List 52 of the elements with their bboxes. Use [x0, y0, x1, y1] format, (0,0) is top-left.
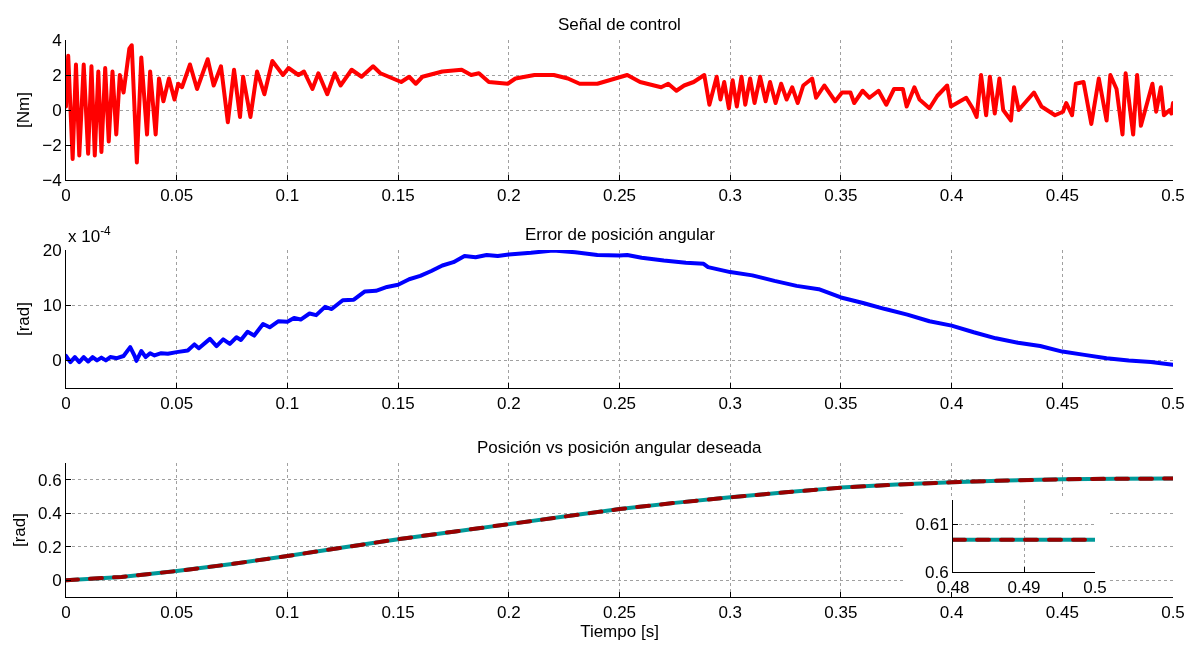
x-tick-label: 0.35: [824, 394, 858, 414]
x-tick-label: 0.4: [939, 186, 964, 206]
x-tick-label: 0.45: [1045, 186, 1079, 206]
x-tick-label: 0.2: [496, 394, 521, 414]
y-tick-label: 0: [52, 100, 62, 120]
x-tick-label: 0.3: [718, 394, 743, 414]
x-tick-label: 0.25: [602, 603, 637, 623]
y-tick-label: 0.61: [915, 514, 949, 534]
x-tick-label: 0.35: [824, 603, 858, 623]
x-tick-label: 0.5: [1161, 186, 1185, 206]
y-tick-label: 10: [42, 296, 62, 316]
y-tick-label: 0.2: [37, 537, 62, 557]
x-tick-label: 0.15: [381, 603, 415, 623]
y-tick-label: −4: [42, 170, 62, 190]
x-axis-title: Tiempo [s]: [580, 622, 659, 642]
x-tick-label: 0.3: [718, 603, 743, 623]
x-tick-label: 0.1: [275, 186, 300, 206]
x-tick-label: 0.05: [160, 603, 194, 623]
x-tick-label: 0.1: [275, 394, 300, 414]
x-tick-label: 0.45: [1045, 603, 1079, 623]
x-tick-label: 0.25: [602, 394, 637, 414]
x-tick-label: 0.4: [939, 394, 964, 414]
x-tick-label: 0.15: [381, 186, 415, 206]
y-tick-label: 0.6: [37, 470, 62, 490]
y-tick-label: 20: [42, 240, 62, 260]
y-axis-title: [Nm]: [13, 92, 33, 128]
x-tick-label: 0.35: [824, 186, 858, 206]
y-tick-label: 4: [52, 30, 62, 50]
x-tick-label: 0.5: [1161, 394, 1185, 414]
x-tick-label: 0.05: [160, 394, 194, 414]
x-tick-label: 0.45: [1045, 394, 1079, 414]
x-tick-label: 0.05: [160, 186, 194, 206]
y-tick-label: 0: [52, 351, 62, 371]
x-tick-label: 0.2: [496, 603, 521, 623]
y-axis-title: [rad]: [14, 301, 34, 337]
y-axis-title: [rad]: [9, 512, 29, 548]
x-tick-label: 0.1: [275, 603, 300, 623]
text: x 10$^{-4}$: [68, 224, 112, 247]
x-tick-label: 0.2: [496, 186, 521, 206]
x-tick-label: 0.4: [939, 603, 964, 623]
x-tick-label: 0.25: [602, 186, 637, 206]
x-tick-label: 0.49: [1007, 578, 1041, 598]
chart-title: Señal de control: [558, 15, 681, 34]
x-tick-label: 0.15: [381, 394, 415, 414]
chart-title: Posición vs posición angular deseada: [477, 438, 762, 457]
y-tick-label: −2: [42, 135, 62, 155]
y-tick-label: 2: [52, 65, 62, 85]
y-tick-label: 0.4: [37, 504, 62, 524]
x-tick-label: 0.5: [1161, 603, 1185, 623]
x-tick-label: 0.5: [1083, 578, 1107, 598]
chart-title: Error de posición angular: [525, 225, 716, 244]
x-tick-label: 0.3: [718, 186, 743, 206]
